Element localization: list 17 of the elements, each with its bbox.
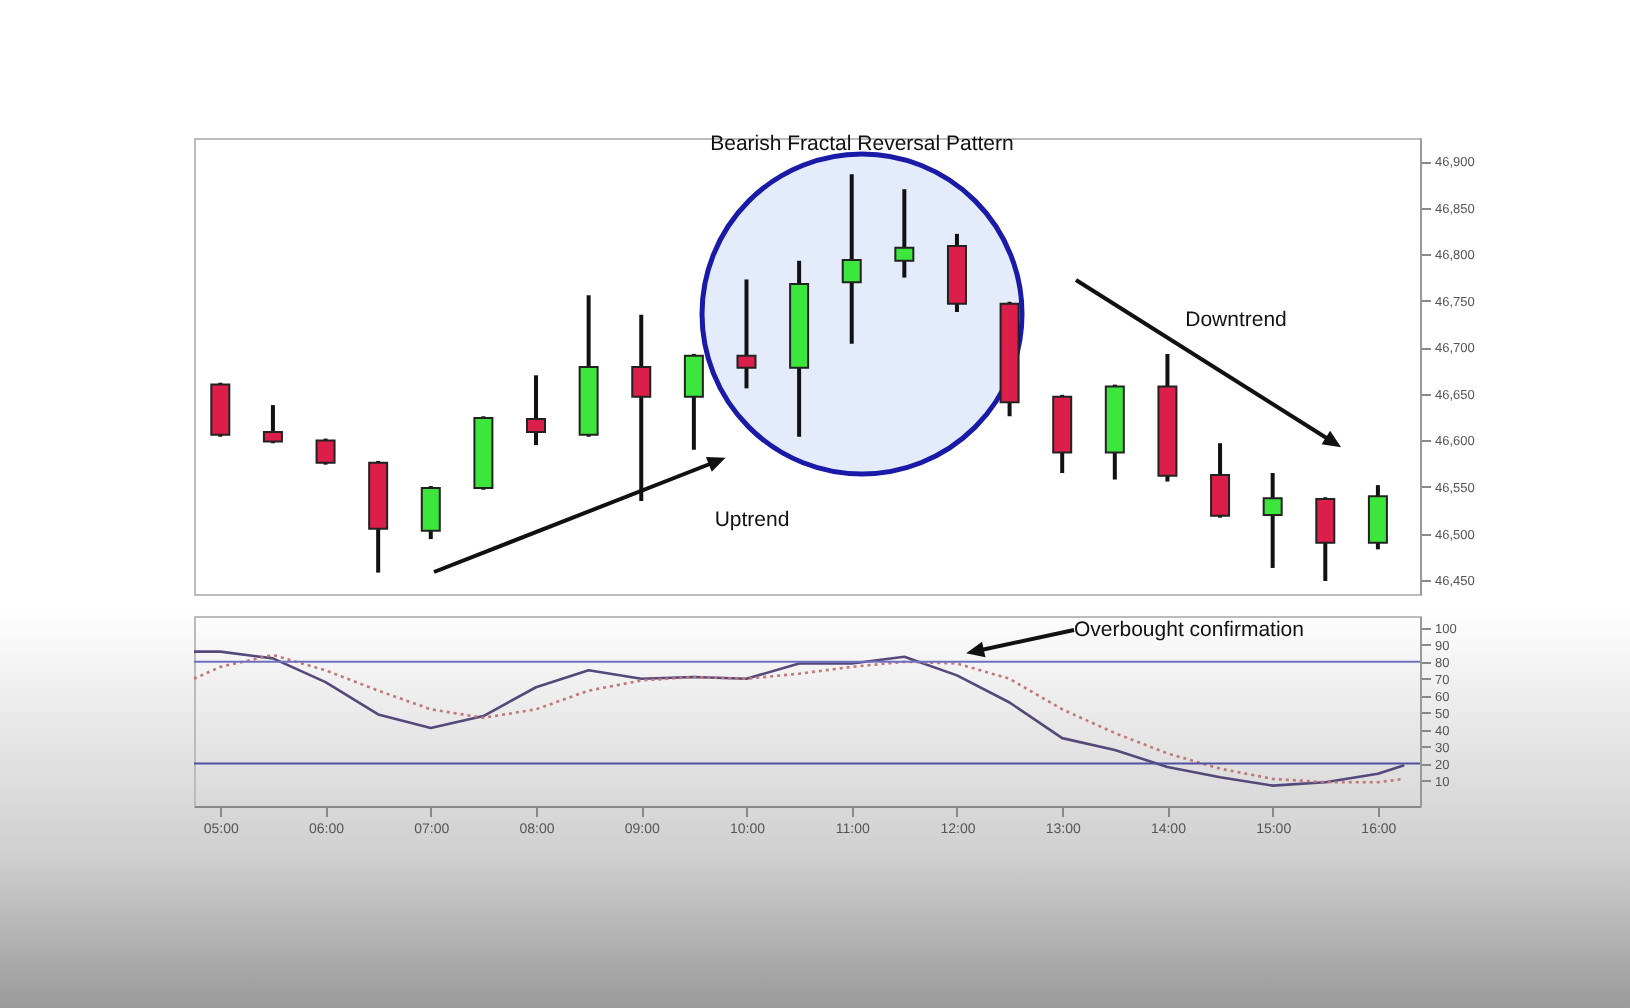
annotation: Uptrend bbox=[714, 508, 790, 532]
candlestick bbox=[420, 484, 441, 542]
candlestick bbox=[1367, 483, 1388, 552]
candlestick bbox=[894, 187, 915, 280]
candlestick bbox=[262, 403, 283, 446]
annotation: Downtrend bbox=[1185, 308, 1288, 332]
candlestick bbox=[1262, 471, 1283, 570]
candlestick bbox=[526, 373, 547, 448]
annotation: Overbought confirmation bbox=[1074, 618, 1305, 642]
candlestick bbox=[1315, 495, 1336, 583]
annotation: Bearish Fractal Reversal Pattern bbox=[710, 132, 1015, 156]
candlestick bbox=[315, 436, 336, 467]
candlestick bbox=[683, 351, 704, 452]
candlestick bbox=[841, 172, 862, 346]
candlestick bbox=[1210, 441, 1231, 520]
candlestick bbox=[736, 277, 757, 391]
candlestick bbox=[631, 312, 652, 503]
